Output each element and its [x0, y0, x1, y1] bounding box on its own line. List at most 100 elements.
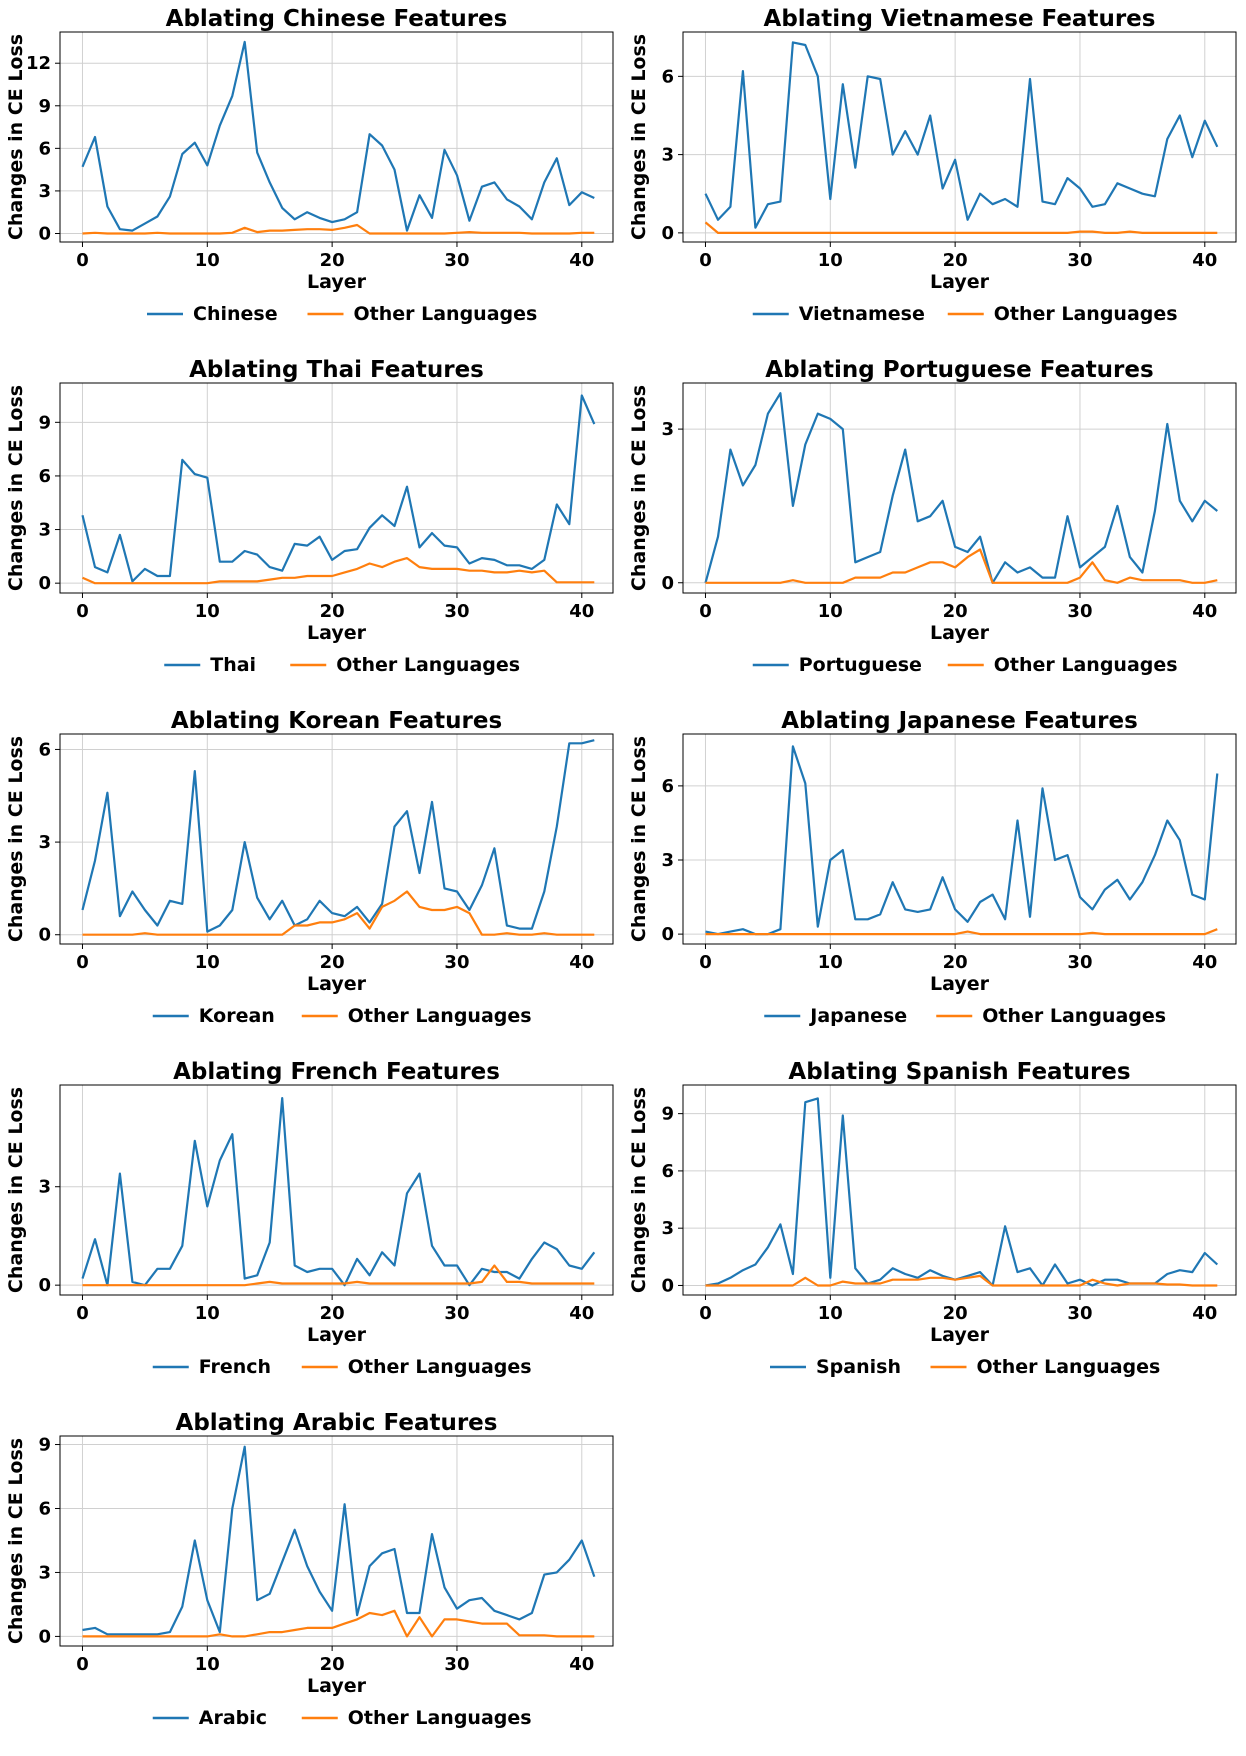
series-line-primary — [81, 40, 595, 232]
y-tick-label: 6 — [661, 776, 674, 797]
plot-frame — [59, 382, 614, 594]
x-tick-label: 10 — [195, 601, 220, 622]
legend: Korean Other Languages — [152, 1005, 532, 1027]
chart-panel: Ablating Portuguese Features 0 10 20 30 40 0 3 L… — [623, 351, 1246, 702]
y-axis-label: Changes in CE Loss — [5, 736, 27, 942]
y-tick-label: 0 — [661, 573, 674, 594]
x-axis-label: Layer — [307, 622, 367, 644]
series-line-other — [705, 1274, 1218, 1287]
chart-title: Ablating Vietnamese Features — [764, 6, 1156, 32]
chart-panel: Ablating Arabic Features 0 10 20 30 40 0 3 6 9 Lay… — [0, 1404, 623, 1755]
y-tick-label: 3 — [661, 419, 674, 440]
legend-label-primary: Chinese — [193, 303, 278, 325]
series-line-other — [705, 548, 1218, 584]
y-tick-label: 3 — [38, 520, 51, 541]
legend-label-other: Other Languages — [348, 1707, 532, 1729]
legend-label-primary: Vietnamese — [799, 303, 925, 325]
legend: Vietnamese Other Languages — [752, 303, 1178, 325]
y-tick-label: 0 — [38, 1626, 51, 1647]
y-axis-label: Changes in CE Loss — [628, 34, 650, 240]
chart-panel: Ablating French Features 0 10 20 30 40 0 3 Layer… — [0, 1053, 623, 1404]
y-tick-label: 3 — [38, 181, 51, 202]
x-tick-label: 0 — [699, 601, 712, 622]
x-tick-label: 10 — [195, 250, 220, 271]
plot-frame — [682, 382, 1237, 594]
x-tick-label: 0 — [76, 1654, 89, 1675]
chart-title: Ablating Japanese Features — [781, 708, 1138, 734]
legend-label-primary: Thai — [210, 654, 256, 676]
x-tick-label: 30 — [444, 1303, 469, 1324]
chart-svg: Ablating Spanish Features 0 10 20 30 40 0 3 6 9 La… — [628, 1059, 1237, 1378]
x-axis-label: Layer — [307, 1324, 367, 1346]
series-line-other — [82, 890, 595, 936]
y-tick-label: 3 — [38, 832, 51, 853]
grid — [683, 32, 1236, 242]
y-tick-label: 0 — [38, 925, 51, 946]
x-tick-label: 10 — [818, 250, 843, 271]
plot-frame — [682, 31, 1237, 243]
legend: Thai Other Languages — [164, 654, 520, 676]
legend-label-primary: Spanish — [816, 1356, 901, 1378]
series-line-primary — [704, 392, 1218, 584]
series-line-other — [82, 1264, 595, 1287]
x-tick-label: 10 — [195, 1654, 220, 1675]
x-tick-label: 10 — [818, 1303, 843, 1324]
chart-title: Ablating Chinese Features — [166, 6, 508, 32]
legend-label-primary: Arabic — [199, 1707, 267, 1729]
x-tick-label: 20 — [320, 601, 345, 622]
legend-label-primary: Japanese — [808, 1005, 907, 1027]
x-tick-label: 20 — [943, 952, 968, 973]
chart-panel: Ablating Japanese Features 0 10 20 30 40 0 3 6 La… — [623, 702, 1246, 1053]
series-line-primary — [704, 41, 1219, 229]
legend-label-other: Other Languages — [348, 1005, 532, 1027]
x-axis-label: Layer — [930, 622, 990, 644]
x-tick-label: 10 — [818, 601, 843, 622]
y-tick-label: 3 — [661, 145, 674, 166]
x-tick-label: 30 — [444, 1654, 469, 1675]
y-tick-label: 0 — [38, 223, 51, 244]
x-axis-label: Layer — [307, 973, 367, 995]
x-tick-label: 10 — [818, 952, 843, 973]
chart-title: Ablating Portuguese Features — [765, 357, 1153, 383]
plot-frame — [59, 1084, 614, 1296]
x-tick-label: 30 — [444, 250, 469, 271]
plot-frame — [59, 1435, 614, 1647]
series-line-other — [82, 557, 595, 585]
chart-panel: Ablating Thai Features 0 10 20 30 40 0 3 6 9 Layer… — [0, 351, 623, 702]
x-axis-label: Layer — [930, 1324, 990, 1346]
x-axis-label: Layer — [930, 973, 990, 995]
legend-label-primary: Portuguese — [799, 654, 922, 676]
x-tick-label: 30 — [444, 952, 469, 973]
y-axis-label: Changes in CE Loss — [5, 1438, 27, 1644]
x-tick-label: 30 — [1067, 1303, 1092, 1324]
x-tick-label: 30 — [1067, 601, 1092, 622]
legend-label-primary: French — [199, 1356, 271, 1378]
legend: Japanese Other Languages — [764, 1005, 1166, 1027]
series-line-primary — [81, 739, 595, 933]
plot-frame — [59, 31, 614, 243]
chart-title: Ablating French Features — [173, 1059, 500, 1085]
y-tick-label: 9 — [38, 412, 51, 433]
x-axis-label: Layer — [307, 271, 367, 293]
y-tick-label: 6 — [38, 138, 51, 159]
chart-svg: Ablating Chinese Features 0 10 20 30 40 0 3 6 9 12… — [5, 6, 614, 325]
y-axis-label: Changes in CE Loss — [5, 385, 27, 591]
y-tick-label: 6 — [38, 739, 51, 760]
series-line-other — [82, 1609, 595, 1638]
x-axis-label: Layer — [930, 271, 990, 293]
x-tick-label: 20 — [320, 952, 345, 973]
x-tick-label: 20 — [320, 250, 345, 271]
x-tick-label: 40 — [1192, 952, 1217, 973]
x-tick-label: 0 — [76, 250, 89, 271]
x-tick-label: 40 — [569, 250, 594, 271]
plot-frame — [59, 733, 614, 945]
grid — [60, 1085, 613, 1295]
y-axis-label: Changes in CE Loss — [628, 736, 650, 942]
series-line-other — [82, 223, 595, 235]
y-tick-label: 3 — [661, 850, 674, 871]
x-tick-label: 30 — [444, 601, 469, 622]
y-tick-label: 3 — [38, 1562, 51, 1583]
y-axis-label: Changes in CE Loss — [628, 385, 650, 591]
chart-panel: Ablating Chinese Features 0 10 20 30 40 0 3 6 9 12… — [0, 0, 623, 351]
